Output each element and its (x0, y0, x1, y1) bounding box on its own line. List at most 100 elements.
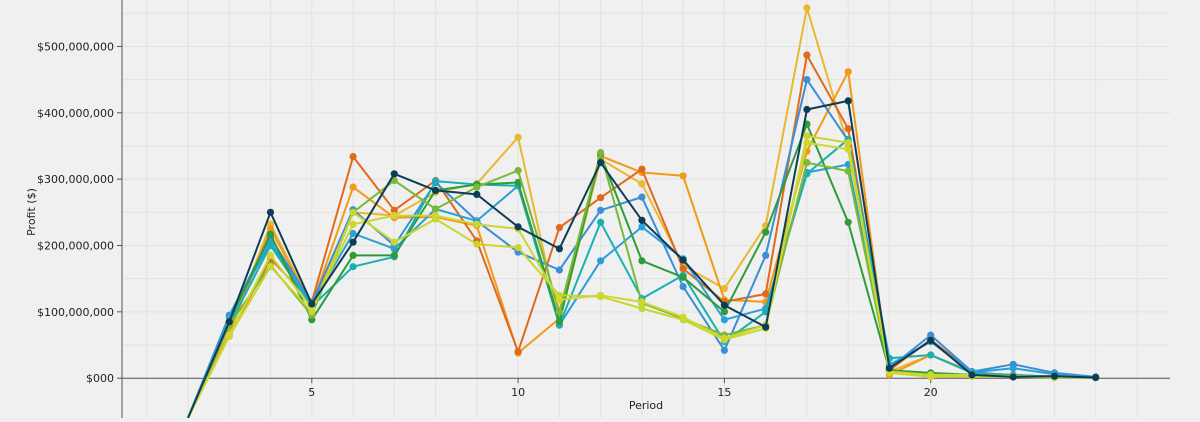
data-point[interactable] (266, 263, 275, 271)
data-point[interactable] (597, 206, 605, 214)
data-point[interactable] (844, 218, 852, 226)
data-point[interactable] (349, 208, 357, 216)
data-point[interactable] (597, 291, 605, 299)
data-point[interactable] (266, 251, 275, 259)
data-point[interactable] (555, 318, 564, 326)
data-point[interactable] (679, 265, 687, 273)
data-point[interactable] (844, 145, 852, 153)
data-point[interactable] (844, 97, 852, 105)
data-point[interactable] (266, 230, 275, 238)
data-point[interactable] (514, 223, 522, 231)
data-point[interactable] (349, 238, 357, 246)
data-point[interactable] (473, 183, 481, 191)
data-point[interactable] (390, 206, 398, 214)
data-point[interactable] (679, 313, 687, 321)
data-point[interactable] (1009, 373, 1017, 381)
data-point[interactable] (266, 241, 275, 250)
data-point[interactable] (762, 290, 770, 298)
x-axis-title: Period (629, 399, 663, 412)
data-point[interactable] (266, 225, 275, 233)
data-point[interactable] (432, 186, 440, 194)
data-point[interactable] (762, 323, 770, 331)
data-point[interactable] (762, 228, 770, 236)
data-point[interactable] (720, 285, 729, 293)
data-point[interactable] (803, 105, 811, 114)
data-point[interactable] (473, 240, 481, 248)
data-point[interactable] (432, 205, 440, 213)
data-point[interactable] (349, 153, 357, 161)
data-point[interactable] (390, 238, 398, 246)
data-point[interactable] (927, 351, 935, 359)
data-point[interactable] (432, 177, 440, 185)
data-point[interactable] (597, 159, 605, 167)
data-point[interactable] (555, 224, 564, 232)
data-point[interactable] (638, 193, 646, 201)
data-point[interactable] (225, 318, 233, 326)
data-point[interactable] (803, 132, 811, 140)
data-point[interactable] (762, 251, 770, 259)
data-point[interactable] (638, 180, 646, 188)
data-point[interactable] (844, 167, 852, 175)
data-point[interactable] (225, 331, 233, 339)
data-point[interactable] (638, 304, 646, 313)
data-point[interactable] (803, 159, 811, 167)
data-point[interactable] (720, 316, 729, 324)
data-point[interactable] (1050, 372, 1059, 380)
data-point[interactable] (803, 76, 811, 84)
data-point[interactable] (514, 243, 522, 252)
data-point[interactable] (390, 170, 398, 178)
data-point[interactable] (720, 346, 729, 354)
data-point[interactable] (638, 216, 646, 224)
data-point[interactable] (514, 133, 522, 141)
x-tick-label: 15 (717, 386, 731, 399)
data-point[interactable] (349, 183, 357, 191)
data-point[interactable] (349, 251, 357, 259)
data-point[interactable] (266, 208, 275, 216)
data-point[interactable] (349, 229, 357, 238)
data-point[interactable] (597, 194, 605, 202)
data-point[interactable] (803, 51, 811, 59)
data-point[interactable] (514, 166, 522, 175)
data-point[interactable] (927, 331, 935, 339)
data-point[interactable] (720, 334, 729, 342)
data-point[interactable] (432, 212, 440, 220)
data-point[interactable] (679, 256, 687, 264)
data-point[interactable] (803, 4, 811, 12)
data-point[interactable] (679, 172, 687, 180)
data-point[interactable] (555, 308, 564, 316)
data-point[interactable] (597, 257, 605, 265)
data-point[interactable] (1009, 364, 1017, 372)
data-point[interactable] (679, 273, 687, 281)
data-point[interactable] (968, 371, 976, 379)
data-point[interactable] (885, 364, 894, 372)
data-point[interactable] (844, 125, 852, 133)
data-point[interactable] (390, 251, 398, 259)
data-point[interactable] (597, 149, 605, 157)
data-point[interactable] (390, 245, 398, 253)
data-point[interactable] (1092, 373, 1100, 382)
data-point[interactable] (349, 263, 357, 271)
data-point[interactable] (844, 139, 852, 147)
data-point[interactable] (473, 220, 481, 228)
data-point[interactable] (514, 348, 522, 356)
data-point[interactable] (844, 68, 852, 76)
data-point[interactable] (638, 165, 646, 173)
data-point[interactable] (555, 245, 564, 253)
data-point[interactable] (308, 300, 316, 308)
data-point[interactable] (638, 257, 646, 265)
data-point[interactable] (720, 308, 729, 316)
data-point[interactable] (927, 371, 935, 379)
data-point[interactable] (679, 283, 687, 291)
data-point[interactable] (927, 336, 935, 344)
data-point[interactable] (803, 139, 811, 147)
data-point[interactable] (473, 190, 481, 198)
data-point[interactable] (555, 296, 564, 304)
data-point[interactable] (720, 301, 729, 309)
data-point[interactable] (390, 212, 398, 220)
data-point[interactable] (555, 266, 564, 274)
data-point[interactable] (514, 178, 522, 187)
data-point[interactable] (349, 220, 357, 228)
data-point[interactable] (597, 218, 605, 226)
data-point[interactable] (638, 223, 646, 231)
data-point[interactable] (638, 298, 646, 306)
